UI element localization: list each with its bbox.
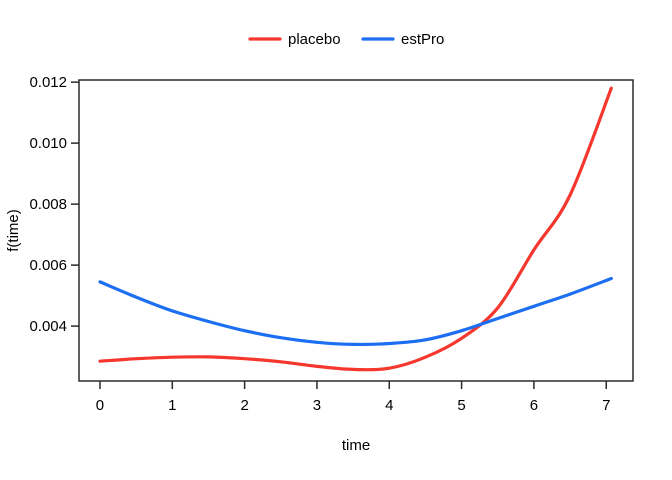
series-estPro xyxy=(98,276,613,347)
x-axis-title: time xyxy=(342,437,370,454)
y-tick-label: 0.010 xyxy=(29,135,67,152)
x-tick-label: 0 xyxy=(96,397,104,414)
y-tick-label: 0.008 xyxy=(29,196,67,213)
legend-label-placebo: placebo xyxy=(288,31,341,48)
y-tick-label: 0.012 xyxy=(29,74,67,91)
series-placebo xyxy=(98,86,613,372)
x-tick-label: 6 xyxy=(530,397,538,414)
x-tick-label: 2 xyxy=(240,397,248,414)
x-tick-label: 3 xyxy=(313,397,321,414)
y-tick-label: 0.006 xyxy=(29,257,67,274)
legend-label-estPro: estPro xyxy=(401,31,444,48)
y-axis-title: f(time) xyxy=(5,209,22,252)
plot-border xyxy=(78,79,634,382)
y-tick-label: 0.004 xyxy=(29,318,67,335)
x-tick-label: 4 xyxy=(385,397,393,414)
x-tick-label: 1 xyxy=(168,397,176,414)
x-tick-label: 7 xyxy=(602,397,610,414)
x-tick-label: 5 xyxy=(457,397,465,414)
